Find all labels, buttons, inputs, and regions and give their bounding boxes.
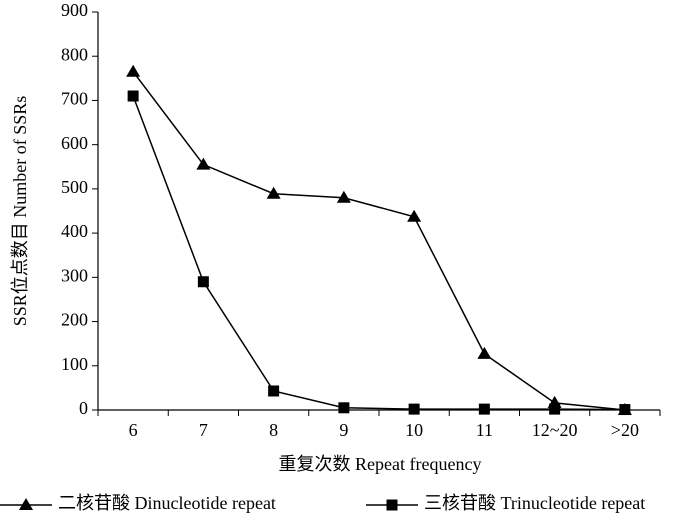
marker [268,385,280,397]
y-tick-label: 500 [61,177,88,197]
marker [478,403,490,415]
marker [336,190,351,203]
x-tick-label: 12~20 [532,420,578,440]
y-axis-label: SSR位点数目 Number of SSRs [10,96,30,327]
marker [266,186,281,199]
marker [126,64,141,77]
marker [386,499,398,511]
legend-label: 二核苷酸 Dinucleotide repeat [58,493,276,513]
y-tick-label: 200 [61,310,88,330]
x-axis-label: 重复次数 Repeat frequency [279,454,482,474]
series-line [132,71,625,411]
x-tick-label: 7 [199,420,208,440]
x-tick-label: 6 [129,420,138,440]
y-tick-label: 600 [61,133,88,153]
legend-label: 三核苷酸 Trinucleotide repeat [424,493,645,513]
marker [619,404,631,416]
x-tick-label: 9 [339,420,348,440]
y-tick-label: 900 [61,0,88,20]
x-tick-label: >20 [611,420,639,440]
x-tick-label: 11 [476,420,493,440]
marker [19,498,33,510]
marker [408,403,420,415]
marker [407,209,422,222]
marker [196,157,211,170]
y-tick-label: 100 [61,354,88,374]
y-tick-label: 0 [79,398,88,418]
marker [549,403,561,415]
marker [477,346,492,359]
y-tick-label: 300 [61,265,88,285]
marker [338,402,350,414]
y-tick-label: 800 [61,44,88,64]
marker [197,276,209,288]
y-tick-label: 700 [61,89,88,109]
marker [127,90,139,102]
series-line [132,95,625,411]
x-tick-label: 8 [269,420,278,440]
x-tick-label: 10 [405,420,423,440]
y-tick-label: 400 [61,221,88,241]
